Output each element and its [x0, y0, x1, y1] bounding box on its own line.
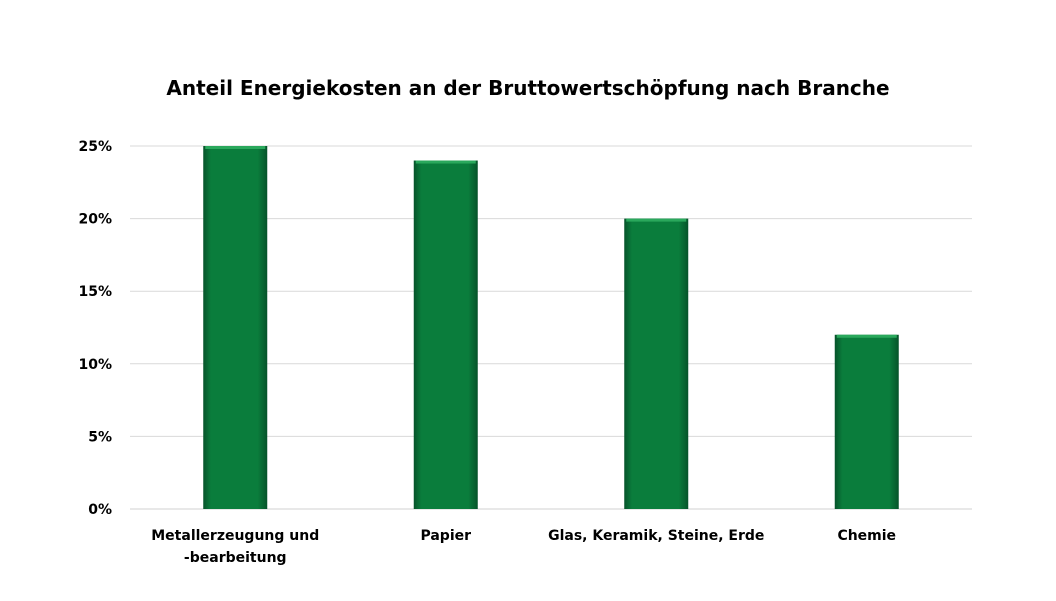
x-category-label: Glas, Keramik, Steine, Erde [548, 528, 764, 544]
x-category-label: Chemie [837, 528, 896, 544]
bar [413, 160, 478, 509]
bar [624, 218, 689, 509]
x-axis-category-labels: Metallerzeugung und -bearbeitung Papier Gla… [151, 528, 896, 566]
gridlines [130, 145, 972, 510]
y-tick-label: 5% [88, 429, 112, 445]
chart-title: Anteil Energiekosten an der Bruttowertsc… [166, 76, 889, 100]
y-tick-label: 20% [78, 212, 112, 228]
y-tick-label: 15% [78, 284, 112, 300]
bars [203, 146, 899, 509]
bar [203, 146, 268, 509]
y-tick-label: 10% [78, 357, 112, 373]
bar [834, 334, 899, 509]
x-category-label: Papier [420, 528, 471, 544]
y-tick-label: 0% [88, 502, 112, 518]
y-axis-tick-labels: 0% 5% 10% 15% 20% 25% [78, 139, 112, 518]
x-category-label: Metallerzeugung und -bearbeitung [151, 528, 319, 566]
y-tick-label: 25% [78, 139, 112, 155]
